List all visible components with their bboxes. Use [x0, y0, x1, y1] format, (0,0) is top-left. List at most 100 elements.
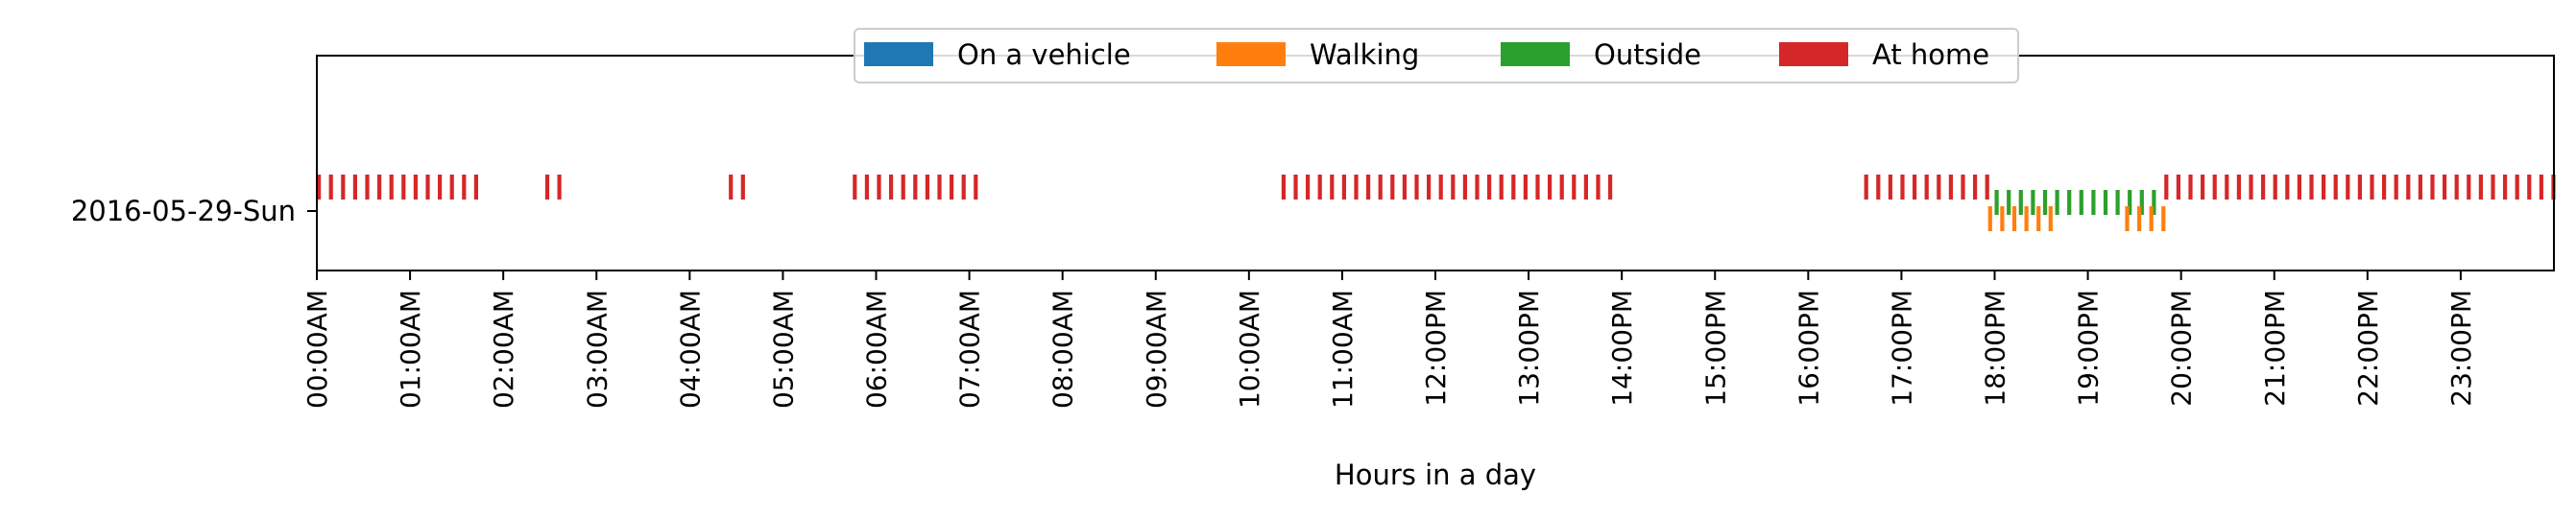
y-axis: 2016-05-29-Sun: [71, 195, 317, 227]
activity-mark: [1937, 175, 1941, 200]
activity-mark: [2007, 190, 2011, 215]
activity-mark: [2149, 206, 2154, 231]
activity-mark: [2467, 175, 2471, 200]
activity-mark: [2188, 175, 2193, 200]
x-tick-label: 07:00AM: [954, 290, 986, 409]
activity-mark: [729, 175, 734, 200]
activity-mark: [1994, 190, 1999, 215]
activity-mark: [2394, 175, 2398, 200]
activity-mark: [473, 175, 478, 200]
activity-mark: [1987, 206, 1992, 231]
activity-mark: [2011, 206, 2017, 231]
legend-label: Walking: [1310, 38, 1419, 71]
x-axis: 00:00AM 01:00AM 02:00AM 03:00AM 04:00AM 05:00…: [301, 271, 2477, 409]
activity-mark: [1924, 175, 1929, 200]
activity-mark: [438, 175, 443, 200]
activity-mark: [365, 175, 370, 200]
x-tick-label: 05:00AM: [767, 290, 799, 409]
activity-mark: [2000, 206, 2005, 231]
activity-mark: [2515, 175, 2519, 200]
activity-mark: [2201, 175, 2205, 200]
activity-mark: [2346, 175, 2350, 200]
activity-mark: [2333, 175, 2338, 200]
legend-frame: [854, 28, 2019, 83]
activity-mark: [1378, 175, 1383, 200]
activity-mark: [1888, 175, 1892, 200]
activity-mark: [2212, 175, 2217, 200]
activity-mark: [2297, 175, 2301, 200]
legend: On a vehicle Walking Outside At home: [854, 28, 2019, 83]
activity-mark: [1306, 175, 1311, 200]
legend-swatch: [864, 42, 933, 66]
activity-mark: [1913, 175, 1917, 200]
activity-mark: [864, 175, 869, 200]
x-tick-label: 10:00AM: [1234, 290, 1265, 409]
legend-swatch: [1501, 42, 1570, 66]
activity-mark: [2406, 175, 2411, 200]
activity-mark: [1438, 175, 1443, 200]
activity-mark: [1864, 175, 1868, 200]
activity-mark: [1499, 175, 1504, 200]
activity-mark: [901, 175, 905, 200]
activity-mark: [2322, 175, 2326, 200]
activity-mark: [352, 175, 357, 200]
activity-mark: [1487, 175, 1492, 200]
x-tick-label: 04:00AM: [674, 290, 706, 409]
activity-mark: [389, 175, 394, 200]
activity-mark: [2137, 206, 2142, 231]
activity-mark: [2418, 175, 2422, 200]
legend-label: On a vehicle: [957, 38, 1131, 71]
activity-mark: [853, 175, 857, 200]
x-tick-label: 16:00PM: [1793, 290, 1824, 407]
activity-mark: [1330, 175, 1335, 200]
x-tick-label: 09:00AM: [1141, 290, 1172, 409]
x-tick-label: 01:00AM: [395, 290, 426, 409]
activity-mark: [1451, 175, 1456, 200]
activity-mark: [1293, 175, 1298, 200]
x-tick-label: 14:00PM: [1606, 290, 1638, 407]
activity-mark: [2018, 190, 2023, 215]
activity-mark: [2491, 175, 2495, 200]
activity-mark: [2055, 190, 2059, 215]
activity-mark: [1572, 175, 1577, 200]
activity-mark: [2079, 190, 2083, 215]
activity-mark: [544, 175, 550, 200]
activity-mark: [2091, 190, 2096, 215]
activity-mark: [2139, 190, 2144, 215]
activity-mark: [2125, 206, 2130, 231]
plot-frame: [316, 55, 2555, 271]
legend-swatch: [1779, 42, 1848, 66]
activity-mark: [2236, 175, 2241, 200]
activity-mark: [877, 175, 881, 200]
x-tick-label: 20:00PM: [2166, 290, 2198, 407]
activity-mark: [2370, 175, 2374, 200]
chart-marks: [317, 175, 2556, 231]
x-tick-label: 18:00PM: [1980, 290, 2011, 407]
activity-mark: [937, 175, 942, 200]
x-tick-label: 21:00PM: [2259, 290, 2291, 407]
activity-mark: [2036, 206, 2041, 231]
activity-mark: [1876, 175, 1881, 200]
activity-mark: [1948, 175, 1953, 200]
activity-mark: [1414, 175, 1419, 200]
activity-mark: [913, 175, 918, 200]
activity-mark: [2103, 190, 2108, 215]
activity-mark: [2478, 175, 2483, 200]
activity-mark: [1559, 175, 1564, 200]
activity-mark: [1341, 175, 1346, 200]
activity-mark: [2309, 175, 2314, 200]
series-walking: [1987, 206, 2166, 231]
x-tick-label: 22:00PM: [2352, 290, 2384, 407]
activity-mark: [1548, 175, 1553, 200]
activity-mark: [1900, 175, 1905, 200]
activity-mark: [328, 175, 333, 200]
activity-mark: [2382, 175, 2387, 200]
activity-mark: [425, 175, 430, 200]
x-tick-label: 02:00AM: [488, 290, 519, 409]
activity-mark: [1366, 175, 1371, 200]
legend-label: Outside: [1594, 38, 1701, 71]
activity-mark: [2539, 175, 2543, 200]
legend-label: At home: [1872, 38, 1989, 71]
x-tick-label: 17:00PM: [1886, 290, 1917, 407]
